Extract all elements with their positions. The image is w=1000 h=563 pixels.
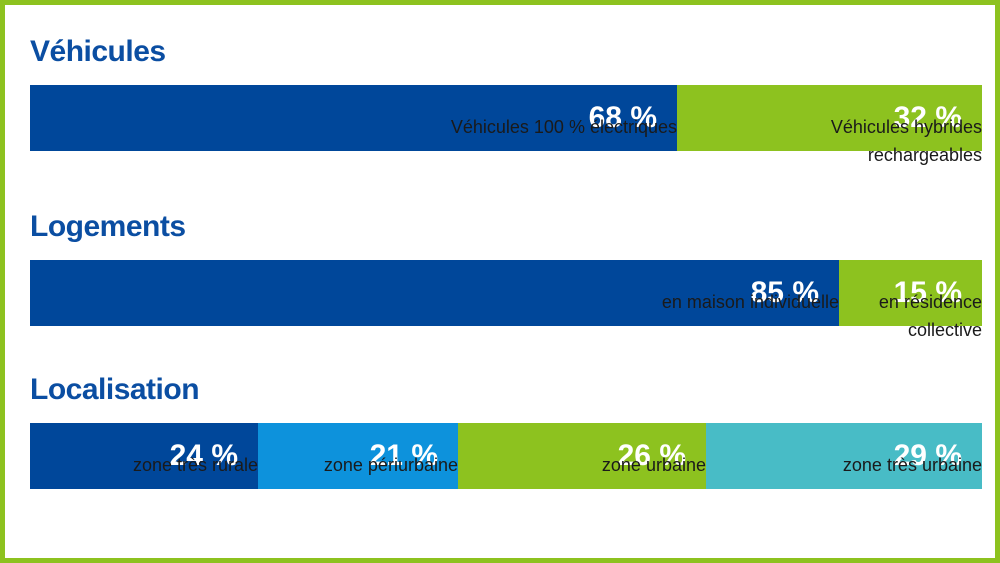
- localisation-section: Localisation 24 % 21 % 26 % 29 % zone très …: [30, 373, 982, 538]
- vehicules-title: Véhicules: [30, 35, 166, 68]
- vehicules-section: Véhicules 68 % 32 % Véhicules 100 % élect…: [30, 35, 982, 220]
- bar-segment: 26 %: [458, 423, 706, 489]
- logements-bar: 85 % 15 %: [30, 260, 982, 326]
- vehicules-bar: 68 % 32 %: [30, 85, 982, 151]
- segment-category-label: zone urbaine: [601, 455, 706, 475]
- bar-segment: 29 %: [706, 423, 982, 489]
- logements-title: Logements: [30, 210, 186, 243]
- segment-category-label: zone très urbaine: [842, 455, 982, 475]
- localisation-bar: 24 % 21 % 26 % 29 %: [30, 423, 982, 489]
- logements-section: Logements 85 % 15 % en maison individuell…: [30, 210, 982, 395]
- bar-segment: 68 %: [30, 85, 677, 151]
- segment-category-label: zone très rurale: [132, 455, 258, 475]
- segment-category-label: Véhicules 100 % électriques: [450, 117, 677, 137]
- bar-segment: 32 %: [677, 85, 982, 151]
- segment-category-label: en maison individuelle: [661, 292, 839, 312]
- localisation-title: Localisation: [30, 373, 200, 406]
- segment-category-label: en résidence collective: [878, 292, 982, 340]
- segment-value-label: 32 %: [893, 101, 962, 134]
- segment-value-label: 15 %: [893, 276, 962, 309]
- segment-value-label: 29 %: [893, 439, 962, 472]
- bar-segment: 85 %: [30, 260, 839, 326]
- bar-segment: 24 %: [30, 423, 258, 489]
- segment-value-label: 26 %: [617, 439, 686, 472]
- bar-segment: 21 %: [258, 423, 458, 489]
- segment-category-label: Véhicules hybrides rechargeables: [830, 117, 982, 165]
- segment-value-label: 68 %: [588, 101, 657, 134]
- segment-value-label: 21 %: [369, 439, 438, 472]
- segment-category-label: zone périurbaine: [323, 455, 458, 475]
- bar-segment: 15 %: [839, 260, 982, 326]
- segment-value-label: 24 %: [169, 439, 238, 472]
- segment-value-label: 85 %: [750, 276, 819, 309]
